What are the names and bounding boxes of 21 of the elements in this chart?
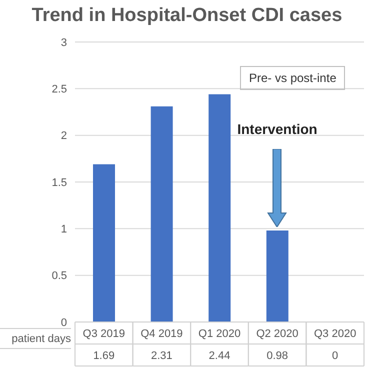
x-tick-label: Q3 2020 [314,328,356,340]
y-tick-label: 0.5 [52,270,67,282]
data-label: 2.31 [150,350,172,362]
x-tick-label: Q3 2019 [82,328,125,340]
x-tick-label: Q2 2020 [256,328,298,340]
data-label: 2.44 [208,350,230,362]
data-label: 0.98 [266,350,288,362]
x-tick-label: Q4 2019 [140,328,183,340]
x-tick-label: Q1 2020 [198,328,241,340]
y-tick-label: 1.5 [52,176,67,189]
y-tick-label: 2 [60,130,67,142]
y-tick-label: 1 [60,224,67,236]
data-label: 1.69 [93,350,115,362]
annotation: Pre- vs post-inte [240,66,346,90]
data-label: 0 [332,350,338,362]
y-tick-label: 2.5 [52,84,67,96]
annotation: Intervention [236,120,318,137]
y-tick-label: 0 [60,316,67,329]
y-tick-label: 3 [60,36,67,49]
text: patient days [0,328,71,349]
chart-title: Trend in Hospital-Onset CDI cases [30,4,344,28]
